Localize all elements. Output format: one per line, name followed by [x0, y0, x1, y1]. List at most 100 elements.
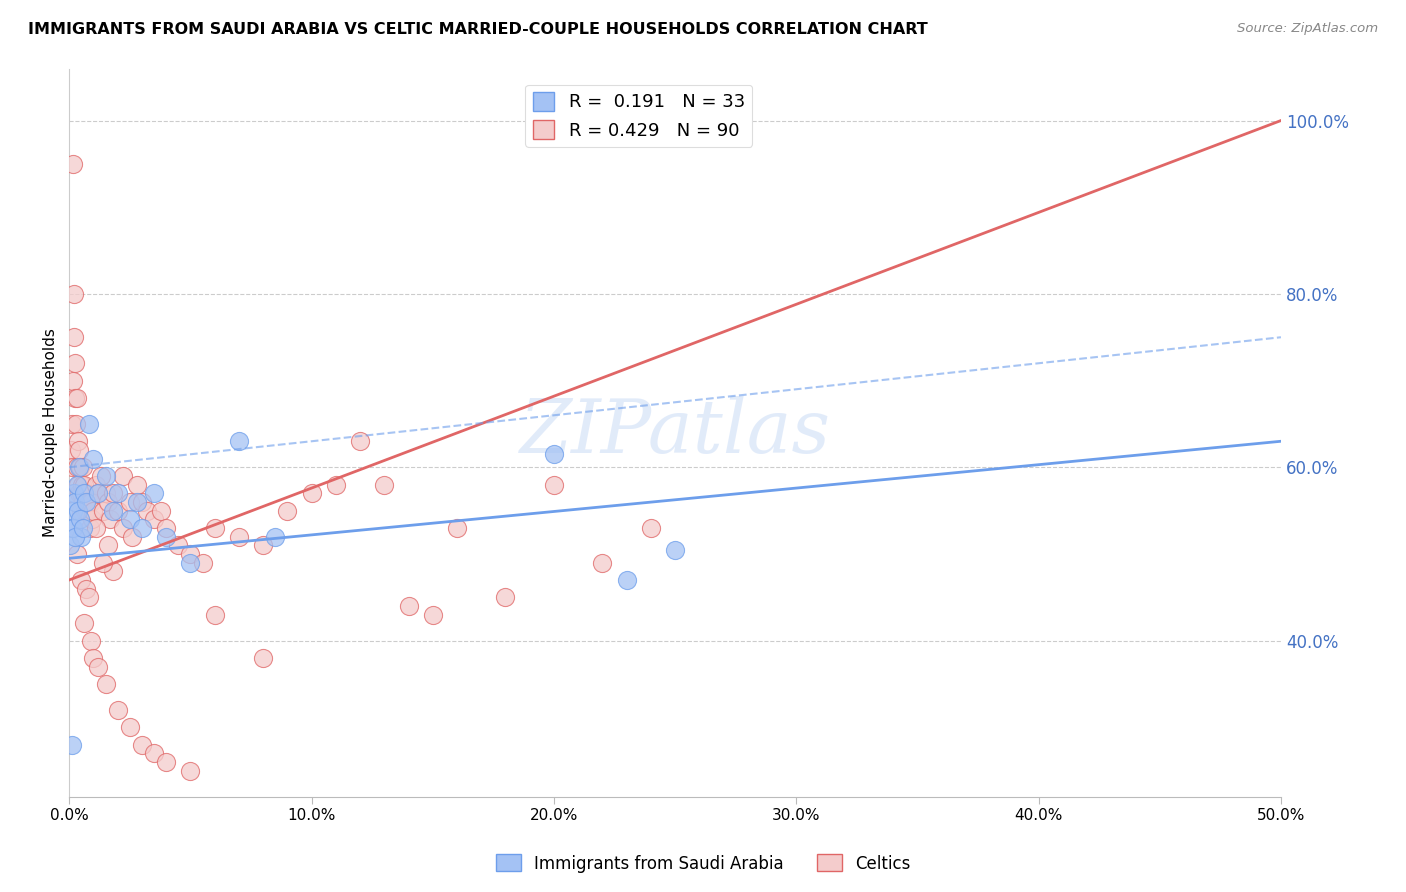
- Point: [65, 391, 87, 405]
- Point: [72, 460, 94, 475]
- Point: [118, 512, 141, 526]
- Point: [101, 564, 124, 578]
- Point: [66, 434, 89, 449]
- Point: [121, 530, 143, 544]
- Point: [60, 442, 83, 457]
- Point: [63, 391, 86, 405]
- Point: [446, 521, 468, 535]
- Point: [59, 538, 82, 552]
- Point: [101, 486, 124, 500]
- Point: [131, 738, 153, 752]
- Point: [100, 512, 122, 526]
- Point: [135, 503, 157, 517]
- Point: [131, 495, 153, 509]
- Point: [65, 495, 87, 509]
- Point: [70, 530, 93, 544]
- Point: [65, 547, 87, 561]
- Point: [349, 434, 371, 449]
- Point: [73, 477, 96, 491]
- Point: [65, 477, 87, 491]
- Point: [59, 486, 82, 500]
- Point: [155, 755, 177, 769]
- Point: [179, 556, 201, 570]
- Point: [191, 556, 214, 570]
- Point: [62, 503, 84, 517]
- Point: [494, 591, 516, 605]
- Point: [543, 447, 565, 461]
- Point: [118, 495, 141, 509]
- Point: [143, 512, 166, 526]
- Point: [101, 503, 124, 517]
- Point: [94, 469, 117, 483]
- Point: [82, 512, 104, 526]
- Point: [204, 521, 226, 535]
- Point: [70, 503, 93, 517]
- Point: [73, 486, 96, 500]
- Point: [75, 495, 97, 509]
- Point: [616, 573, 638, 587]
- Point: [69, 460, 91, 475]
- Point: [90, 469, 112, 483]
- Point: [65, 356, 87, 370]
- Point: [70, 477, 93, 491]
- Point: [179, 547, 201, 561]
- Point: [91, 556, 114, 570]
- Point: [87, 486, 110, 500]
- Point: [155, 530, 177, 544]
- Point: [543, 477, 565, 491]
- Point: [301, 486, 323, 500]
- Point: [325, 477, 347, 491]
- Point: [62, 157, 84, 171]
- Point: [73, 616, 96, 631]
- Point: [118, 720, 141, 734]
- Point: [60, 460, 83, 475]
- Legend: R =  0.191   N = 33, R = 0.429   N = 90: R = 0.191 N = 33, R = 0.429 N = 90: [526, 85, 752, 147]
- Point: [150, 503, 173, 517]
- Point: [63, 486, 86, 500]
- Point: [67, 486, 90, 500]
- Point: [80, 495, 103, 509]
- Point: [65, 417, 87, 431]
- Point: [167, 538, 190, 552]
- Point: [62, 521, 84, 535]
- Point: [179, 764, 201, 778]
- Point: [60, 417, 83, 431]
- Point: [80, 633, 103, 648]
- Point: [73, 503, 96, 517]
- Point: [228, 530, 250, 544]
- Point: [75, 582, 97, 596]
- Point: [72, 495, 94, 509]
- Point: [107, 503, 129, 517]
- Point: [422, 607, 444, 622]
- Point: [67, 477, 90, 491]
- Point: [127, 477, 149, 491]
- Point: [70, 486, 93, 500]
- Point: [264, 530, 287, 544]
- Point: [204, 607, 226, 622]
- Point: [143, 486, 166, 500]
- Point: [75, 486, 97, 500]
- Point: [60, 521, 83, 535]
- Point: [143, 747, 166, 761]
- Point: [97, 495, 120, 509]
- Point: [111, 469, 134, 483]
- Point: [276, 503, 298, 517]
- Point: [84, 521, 107, 535]
- Point: [70, 573, 93, 587]
- Point: [87, 659, 110, 673]
- Point: [76, 503, 98, 517]
- Point: [252, 651, 274, 665]
- Point: [107, 486, 129, 500]
- Point: [131, 521, 153, 535]
- Point: [63, 286, 86, 301]
- Point: [77, 495, 100, 509]
- Point: [373, 477, 395, 491]
- Point: [79, 521, 101, 535]
- Point: [82, 503, 104, 517]
- Point: [107, 703, 129, 717]
- Point: [82, 451, 104, 466]
- Point: [82, 651, 104, 665]
- Text: Source: ZipAtlas.com: Source: ZipAtlas.com: [1237, 22, 1378, 36]
- Legend: Immigrants from Saudi Arabia, Celtics: Immigrants from Saudi Arabia, Celtics: [489, 847, 917, 880]
- Point: [228, 434, 250, 449]
